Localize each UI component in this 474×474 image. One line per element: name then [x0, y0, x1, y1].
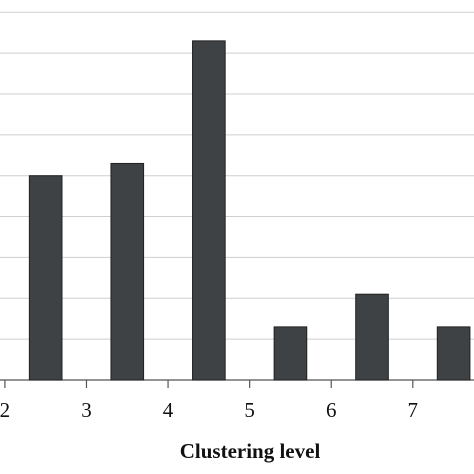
x-tick-label: 5 — [244, 398, 255, 422]
bar — [436, 326, 471, 381]
x-tick-label: 7 — [408, 398, 419, 422]
bar — [28, 175, 63, 381]
bar — [355, 293, 389, 381]
bar — [110, 162, 145, 381]
x-tick-label: 2 — [0, 398, 10, 422]
bar — [192, 40, 226, 381]
x-tick-label: 3 — [81, 398, 92, 422]
bar — [273, 326, 308, 381]
x-axis-title: Clustering level — [180, 439, 321, 463]
x-tick-label: 6 — [326, 398, 337, 422]
x-tick-label: 4 — [163, 398, 174, 422]
